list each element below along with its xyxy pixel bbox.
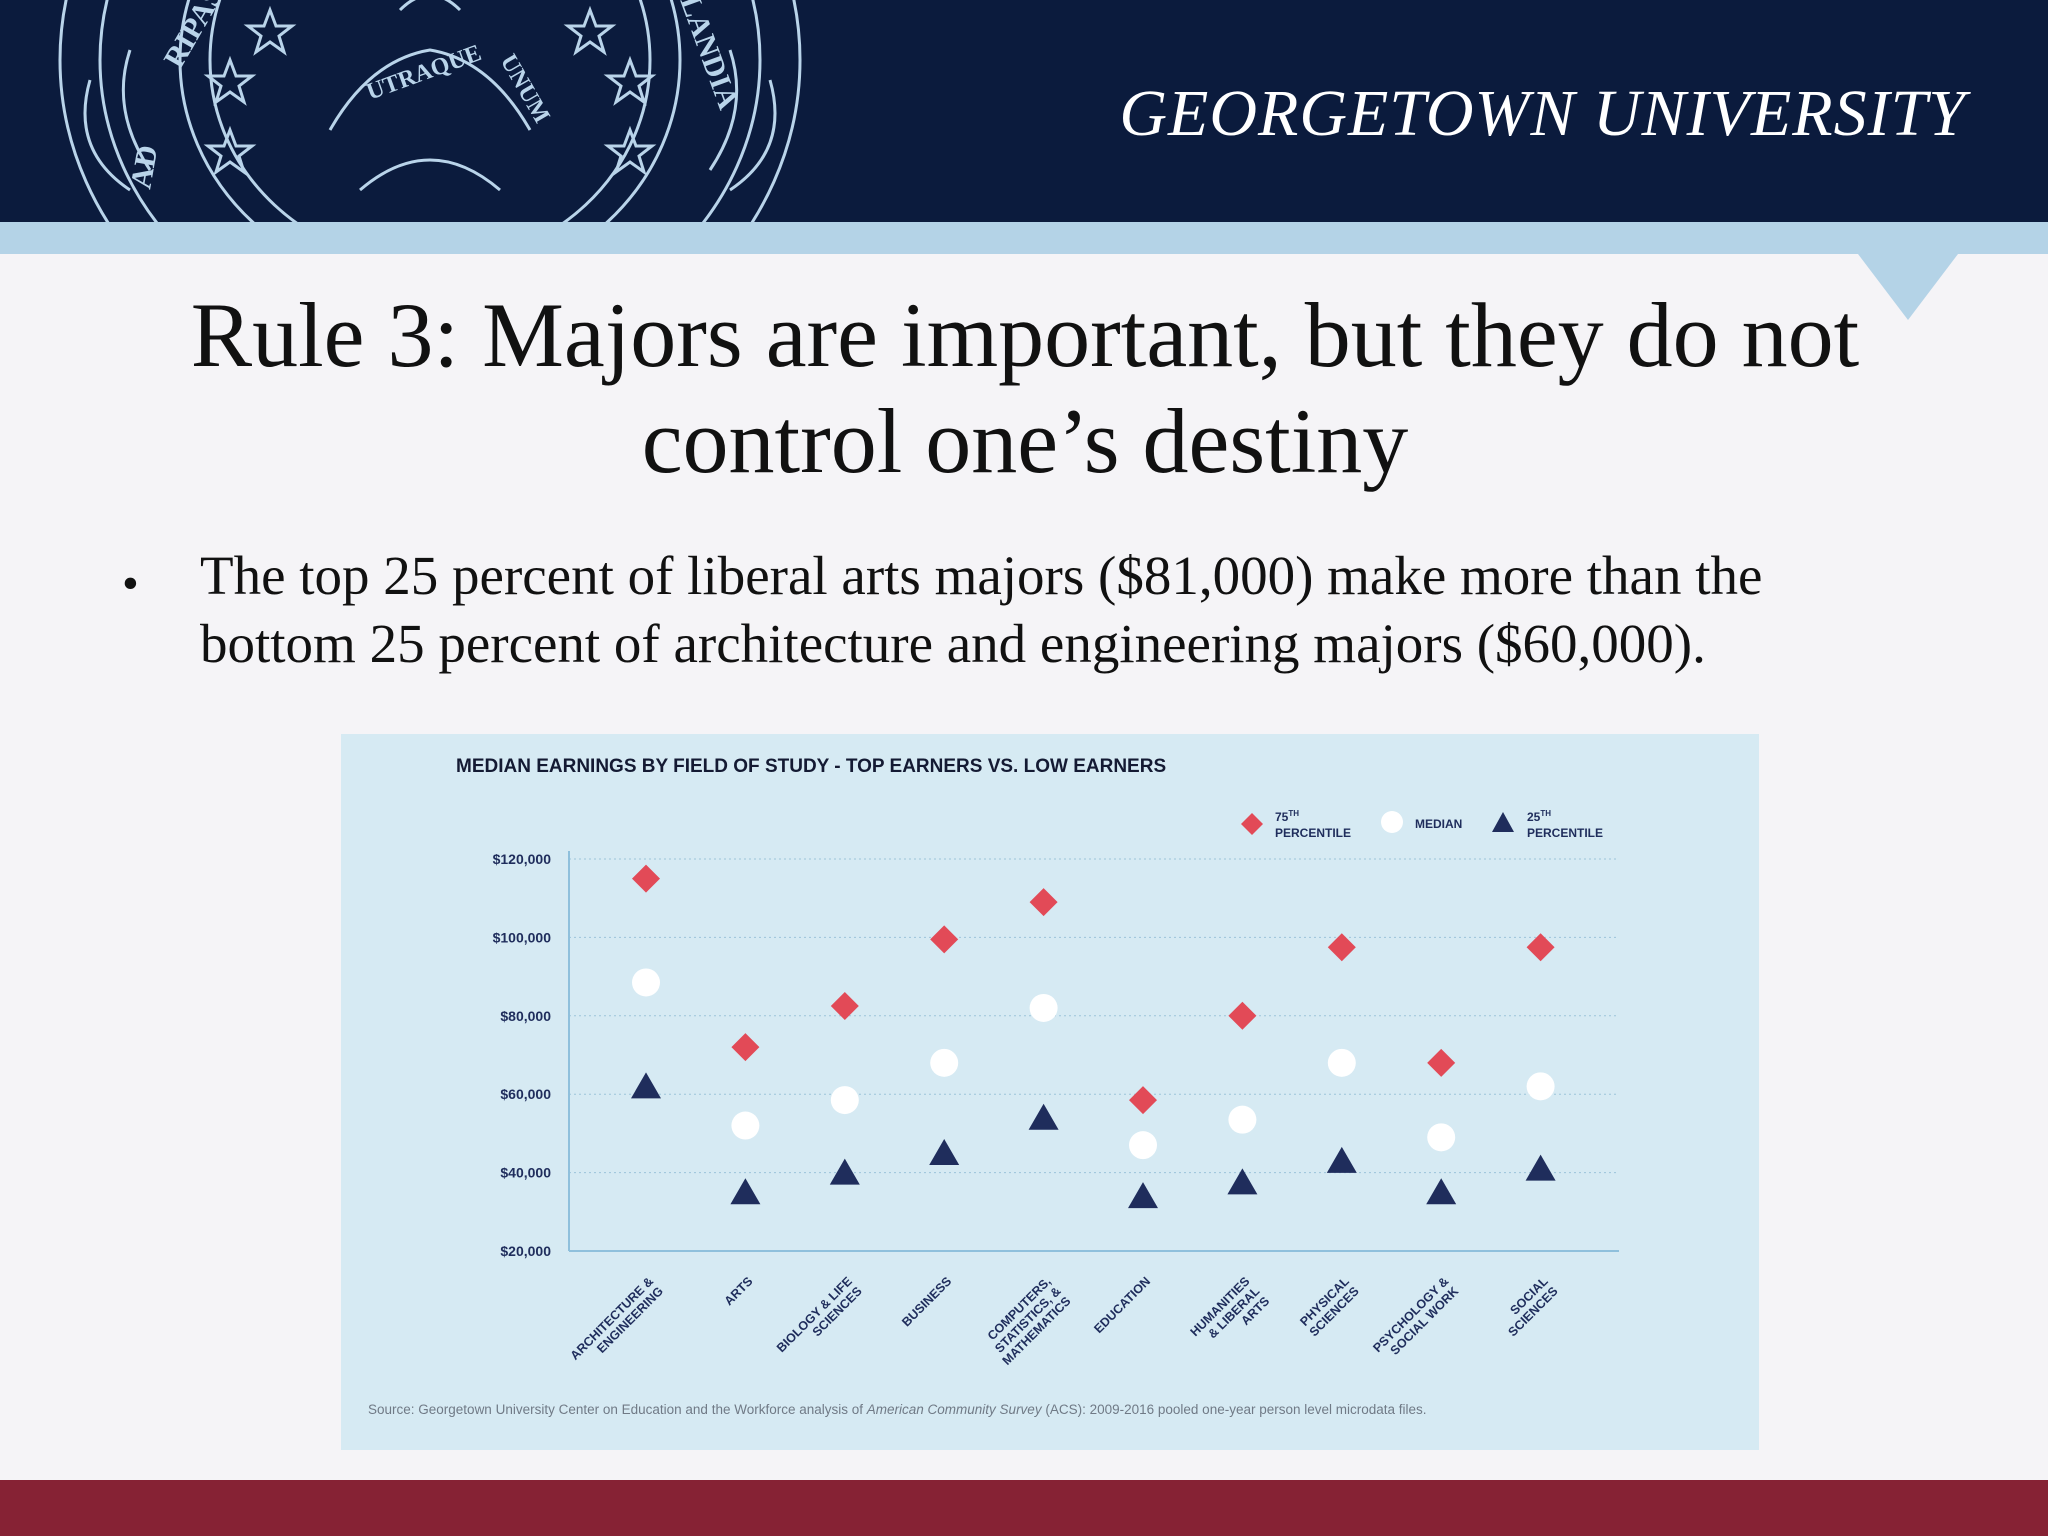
point-median bbox=[930, 1048, 959, 1077]
header-pointer bbox=[1858, 254, 1958, 320]
point-median bbox=[1327, 1048, 1356, 1077]
seal-text-ripas: RIPAS bbox=[157, 0, 229, 74]
point-75th-percentile bbox=[1327, 933, 1356, 962]
y-tick-label: $20,000 bbox=[500, 1243, 551, 1259]
x-tick-label: BUSINESS bbox=[899, 1274, 954, 1329]
seal-text-landia: LANDIA bbox=[673, 0, 745, 114]
point-25th-percentile bbox=[929, 1139, 960, 1165]
header-stripe bbox=[0, 222, 2048, 254]
point-75th-percentile bbox=[1427, 1048, 1456, 1077]
seal-text-ad: AD bbox=[124, 143, 164, 191]
point-75th-percentile bbox=[1029, 888, 1058, 917]
university-seal-icon: AD RIPAS UTRAQUE UNUM LANDIA bbox=[58, 0, 802, 222]
header-banner: AD RIPAS UTRAQUE UNUM LANDIA GEORGETOWN … bbox=[0, 0, 2048, 222]
point-median bbox=[1526, 1072, 1555, 1101]
point-75th-percentile bbox=[930, 925, 959, 954]
legend-triangle-icon bbox=[1492, 812, 1514, 832]
x-tick-label: ARCHITECTURE &ENGINEERING bbox=[568, 1274, 666, 1372]
x-tick-label: HUMANITIES& LIBERALARTS bbox=[1188, 1274, 1273, 1359]
point-25th-percentile bbox=[829, 1158, 860, 1185]
point-75th-percentile bbox=[1228, 1001, 1257, 1030]
point-75th-percentile bbox=[632, 864, 660, 893]
point-25th-percentile bbox=[1426, 1178, 1457, 1205]
point-median bbox=[1029, 993, 1058, 1022]
y-tick-label: $100,000 bbox=[493, 929, 552, 945]
point-median bbox=[1228, 1105, 1257, 1134]
point-25th-percentile bbox=[730, 1178, 761, 1205]
legend-25th-label: 25TH PERCENTILE bbox=[1527, 805, 1603, 840]
legend: 75TH PERCENTILE MEDIAN 25TH PERCENTILE bbox=[1241, 805, 1603, 840]
point-25th-percentile bbox=[1227, 1168, 1258, 1195]
point-25th-percentile bbox=[1326, 1146, 1357, 1173]
x-tick-label: COMPUTERS,STATISTICS, &MATHEMATICS bbox=[980, 1274, 1074, 1368]
point-median bbox=[632, 968, 660, 997]
legend-75th-label: 75TH PERCENTILE bbox=[1275, 805, 1351, 840]
point-25th-percentile bbox=[1128, 1182, 1158, 1209]
y-tick-label: $80,000 bbox=[500, 1008, 551, 1024]
point-75th-percentile bbox=[1129, 1086, 1157, 1115]
y-tick-label: $40,000 bbox=[500, 1165, 551, 1181]
point-median bbox=[830, 1086, 859, 1115]
y-tick-label: $120,000 bbox=[493, 851, 552, 867]
x-tick-label: PSYCHOLOGY &SOCIAL WORK bbox=[1370, 1274, 1461, 1365]
chart-title: MEDIAN EARNINGS BY FIELD OF STUDY - TOP … bbox=[456, 756, 1166, 777]
point-median bbox=[731, 1111, 760, 1140]
point-25th-percentile bbox=[631, 1072, 661, 1099]
legend-median-label: MEDIAN bbox=[1415, 817, 1462, 831]
x-tick-label: SOCIALSCIENCES bbox=[1496, 1274, 1561, 1339]
earnings-chart: MEDIAN EARNINGS BY FIELD OF STUDY - TOP … bbox=[368, 756, 1619, 1417]
chart-panel: MEDIAN EARNINGS BY FIELD OF STUDY - TOP … bbox=[341, 734, 1759, 1450]
point-75th-percentile bbox=[1526, 933, 1555, 962]
point-25th-percentile bbox=[1525, 1154, 1556, 1181]
bullet-marker: • bbox=[122, 557, 139, 610]
y-tick-label: $60,000 bbox=[500, 1086, 551, 1102]
bullet-text: The top 25 percent of liberal arts major… bbox=[200, 545, 1763, 674]
seal-text-unum: UNUM bbox=[495, 50, 555, 128]
point-75th-percentile bbox=[830, 992, 859, 1020]
university-wordmark: GEORGETOWN UNIVERSITY bbox=[1119, 77, 1966, 150]
footer-bar bbox=[0, 1480, 2048, 1536]
x-tick-label: PHYSICALSCIENCES bbox=[1297, 1274, 1362, 1339]
point-median bbox=[1129, 1131, 1157, 1160]
point-75th-percentile bbox=[731, 1033, 760, 1062]
slide-title: Rule 3: Majors are important, but they d… bbox=[190, 284, 1860, 492]
legend-diamond-icon bbox=[1241, 813, 1263, 835]
chart-source: Source: Georgetown University Center on … bbox=[368, 1402, 1427, 1417]
point-median bbox=[1427, 1123, 1456, 1152]
x-tick-label: EDUCATION bbox=[1091, 1274, 1153, 1336]
point-25th-percentile bbox=[1028, 1103, 1059, 1130]
legend-circle-icon bbox=[1381, 811, 1403, 833]
x-tick-label: BIOLOGY & LIFESCIENCES bbox=[774, 1274, 865, 1365]
x-tick-label: ARTS bbox=[722, 1274, 756, 1308]
